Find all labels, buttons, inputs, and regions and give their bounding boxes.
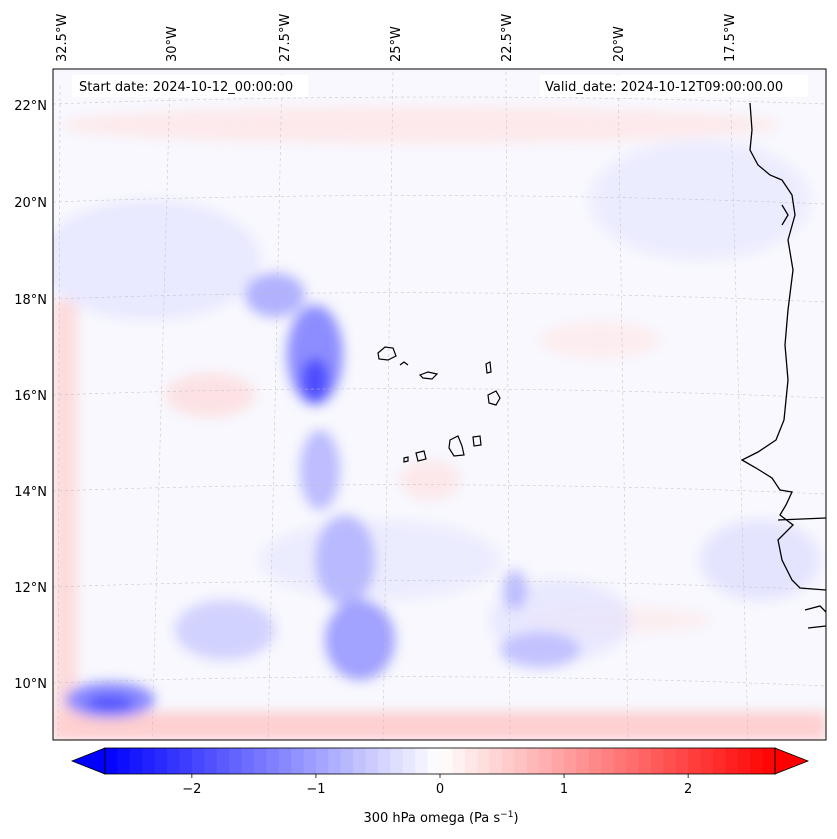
cape-verde-islands [377, 346, 501, 463]
colorbar-cell [204, 748, 218, 774]
colorbar-cells [105, 748, 776, 774]
lat-label-16n: 16°N [14, 389, 47, 404]
colorbar-cell [750, 748, 764, 774]
colorbar-cell [216, 748, 230, 774]
lat-label-14n: 14°N [14, 485, 47, 500]
colorbar-cell [291, 748, 305, 774]
lat-label-20n: 20°N [14, 196, 47, 211]
colorbar-cell [762, 748, 776, 774]
coastline [740, 102, 826, 629]
colorbar-tick-label: 0 [436, 782, 444, 797]
lon-label-20w: 20°W [612, 26, 627, 62]
colorbar-cell [526, 748, 540, 774]
longitude-labels: 32.5°W 30°W 27.5°W 25°W 22.5°W 20°W 17.5… [55, 14, 738, 62]
colorbar-cell [167, 748, 181, 774]
colorbar-cell [229, 748, 243, 774]
colorbar-cell [117, 748, 131, 774]
latitude-labels: 22°N 20°N 18°N 16°N 14°N 12°N 10°N [14, 99, 47, 692]
colorbar-cell [688, 748, 702, 774]
lon-label-30w: 30°W [165, 26, 180, 62]
colorbar-cell [328, 748, 342, 774]
colorbar-cell [129, 748, 143, 774]
colorbar-cell [700, 748, 714, 774]
lat-label-10n: 10°N [14, 677, 47, 692]
colorbar-label: 300 hPa omega (Pa s−1) [363, 810, 518, 826]
colorbar-cell [440, 748, 454, 774]
colorbar-tick-label: 1 [560, 782, 568, 797]
colorbar-tick-label: −1 [306, 782, 325, 797]
colorbar-cell [613, 748, 627, 774]
colorbar-cell [340, 748, 354, 774]
colorbar-cell [353, 748, 367, 774]
colorbar-cell [737, 748, 751, 774]
colorbar-cell [638, 748, 652, 774]
colorbar-cell [663, 748, 677, 774]
omega-field [53, 69, 826, 740]
colorbar-cell [650, 748, 664, 774]
colorbar-cell [415, 748, 429, 774]
colorbar-cell [452, 748, 466, 774]
colorbar-cell [253, 748, 267, 774]
colorbar-cell [539, 748, 553, 774]
colorbar-cell [179, 748, 193, 774]
colorbar-cell [402, 748, 416, 774]
colorbar-cell [315, 748, 329, 774]
colorbar-cell [489, 748, 503, 774]
colorbar-cell [502, 748, 516, 774]
lon-label-17-5w: 17.5°W [723, 14, 738, 62]
start-date-label: Start date: 2024-10-12_00:00:00 [79, 80, 293, 95]
colorbar-cell [477, 748, 491, 774]
colorbar-arrow-low [70, 747, 106, 775]
colorbar-tick-label: 2 [684, 782, 692, 797]
lon-label-32-5w: 32.5°W [55, 14, 70, 62]
lon-label-27-5w: 27.5°W [278, 14, 293, 62]
lat-label-18n: 18°N [14, 293, 47, 308]
colorbar-tick-label: −2 [182, 782, 201, 797]
colorbar-cell [191, 748, 205, 774]
colorbar-cell [278, 748, 292, 774]
colorbar-cell [576, 748, 590, 774]
lat-label-12n: 12°N [14, 581, 47, 596]
colorbar-cell [154, 748, 168, 774]
colorbar-cell [365, 748, 379, 774]
graticule [53, 71, 826, 740]
colorbar-cell [712, 748, 726, 774]
lon-label-22-5w: 22.5°W [500, 14, 515, 62]
colorbar-cell [427, 748, 441, 774]
colorbar-cell [241, 748, 255, 774]
colorbar-ticks: −2 −1 0 1 2 [182, 774, 692, 797]
colorbar-cell [551, 748, 565, 774]
colorbar-cell [588, 748, 602, 774]
colorbar: −2 −1 0 1 2 300 hPa omega (Pa s−1) [70, 747, 810, 826]
colorbar-cell [514, 748, 528, 774]
valid-date-label: Valid_date: 2024-10-12T09:00:00.00 [545, 80, 783, 95]
colorbar-cell [390, 748, 404, 774]
colorbar-cell [464, 748, 478, 774]
colorbar-cell [105, 748, 119, 774]
map-frame [52, 68, 827, 741]
colorbar-cell [564, 748, 578, 774]
colorbar-cell [626, 748, 640, 774]
colorbar-cell [725, 748, 739, 774]
lat-label-22n: 22°N [14, 99, 47, 114]
colorbar-cell [377, 748, 391, 774]
colorbar-arrow-high [774, 747, 810, 775]
colorbar-cell [601, 748, 615, 774]
colorbar-cell [142, 748, 156, 774]
colorbar-cell [675, 748, 689, 774]
lon-label-25w: 25°W [389, 26, 404, 62]
colorbar-cell [303, 748, 317, 774]
colorbar-cell [266, 748, 280, 774]
